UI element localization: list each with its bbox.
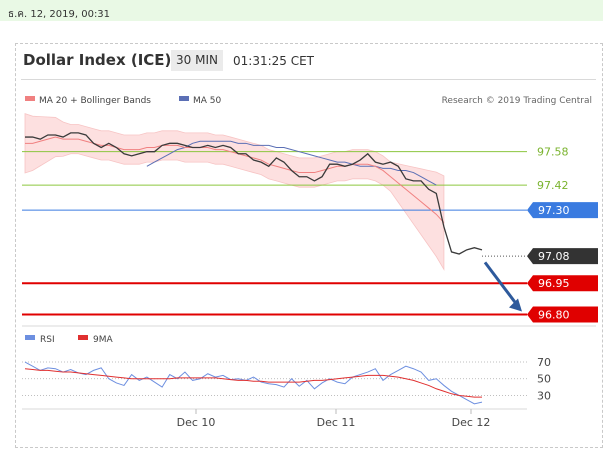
- level-label: 97.08: [538, 250, 570, 263]
- forecast-arrowhead: [509, 298, 522, 312]
- chart-credit: Research © 2019 Trading Central: [442, 96, 592, 106]
- x-tick-label: Dec 12: [452, 416, 491, 429]
- legend-label: RSI: [40, 335, 55, 345]
- legend-label: MA 20 + Bollinger Bands: [39, 96, 151, 106]
- level-label: 97.58: [537, 146, 569, 159]
- ma50-line: [146, 140, 437, 186]
- legend-swatch: [78, 335, 88, 340]
- legend-label: 9MA: [93, 335, 113, 345]
- legend-swatch: [25, 96, 35, 101]
- level-tag: [527, 275, 598, 292]
- rsi-tick-label: 30: [537, 389, 551, 402]
- interval-badge[interactable]: 30 MIN: [171, 50, 223, 71]
- level-label: 97.30: [538, 204, 570, 217]
- bollinger-band: [24, 113, 445, 271]
- level-tag: [527, 248, 598, 265]
- level-tag: [527, 306, 598, 323]
- x-tick-label: Dec 11: [317, 416, 356, 429]
- timestamp: ธ.ค. 12, 2019, 00:31: [8, 9, 111, 20]
- chart-title: Dollar Index (ICE): [23, 51, 172, 69]
- forecast-arrow: [483, 261, 518, 305]
- level-label: 96.95: [538, 277, 570, 290]
- level-tag: [527, 202, 598, 219]
- rsi-tick-label: 50: [537, 373, 551, 386]
- legend-swatch: [179, 96, 189, 101]
- rsi-line: [24, 361, 483, 405]
- legend-swatch: [25, 335, 35, 340]
- legend-label: MA 50: [193, 96, 222, 106]
- rsi-ma-line: [24, 368, 482, 398]
- price-line: [25, 132, 483, 255]
- x-tick-label: Dec 10: [177, 416, 216, 429]
- timestamp-bar: ธ.ค. 12, 2019, 00:31: [0, 0, 603, 21]
- rsi-tick-label: 70: [537, 356, 551, 369]
- header-divider: [21, 79, 596, 80]
- level-label: 96.80: [538, 309, 570, 322]
- level-label: 97.42: [537, 179, 569, 192]
- chart-time: 01:31:25 CET: [233, 54, 314, 68]
